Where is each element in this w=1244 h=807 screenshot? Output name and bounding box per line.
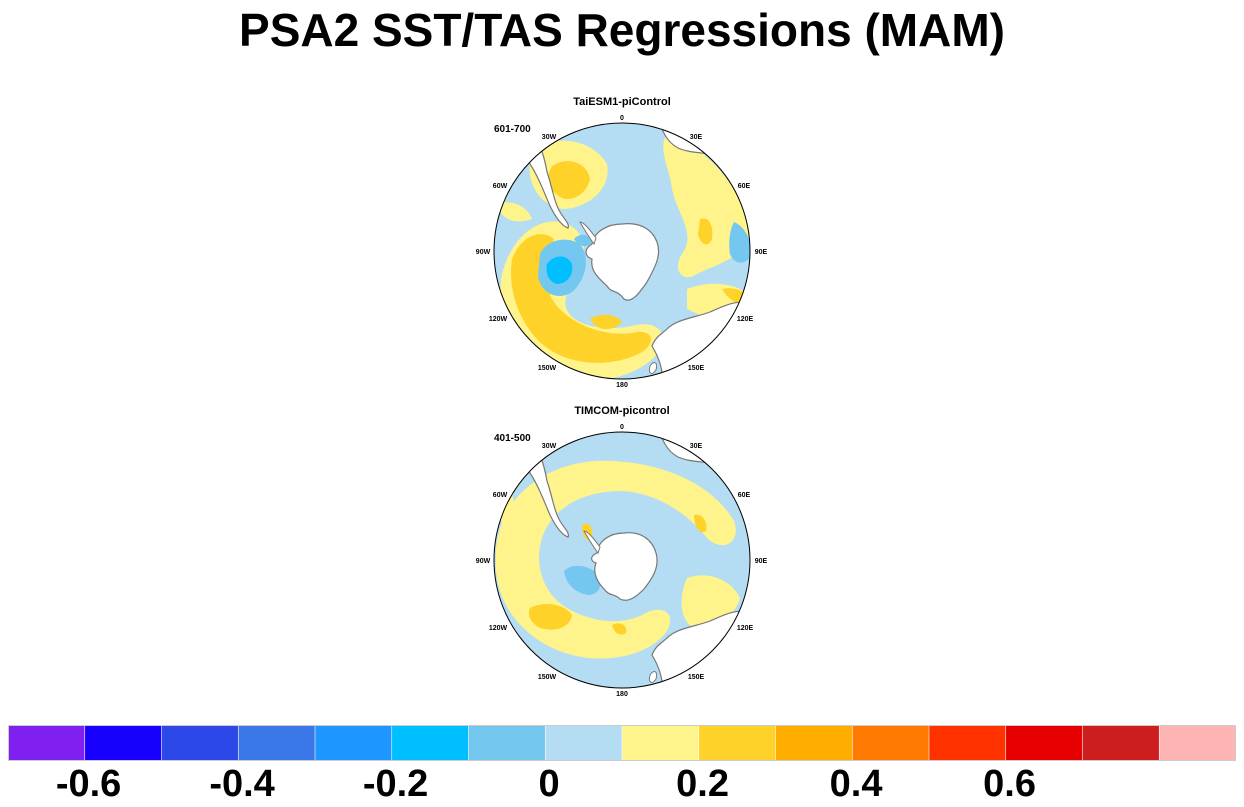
main-title: PSA2 SST/TAS Regressions (MAM) [239,4,1005,56]
lon-label: 60W [493,492,508,499]
map-panel-timcom: TIMCOM-picontrol 401-500 [472,403,772,703]
anomaly-positive [497,202,532,222]
lon-label: 120E [737,625,754,632]
colorbar-border [8,725,1236,761]
colorbar-swatch [1005,725,1083,761]
lon-label: 0 [620,424,624,431]
colorbar-swatch [622,725,700,761]
colorbar-tick-label: 0 [538,763,560,805]
colorbar-swatch [238,725,316,761]
panel-years: 401-500 [494,433,531,444]
polar-map: 0 30E 60E 90E 120E 150E 180 150W 120W 90… [476,115,768,389]
lon-label: 150E [688,365,705,372]
lon-label: 90E [755,558,768,565]
colorbar-tick-label: -0.2 [362,763,429,805]
anomaly-moderate-positive [528,603,572,630]
anomaly-moderate-negative [564,565,601,595]
lon-label: 150W [538,365,557,372]
panel-years: 601-700 [494,124,531,135]
colorbar-swatch [315,725,393,761]
lon-label: 60E [738,492,751,499]
lon-label: 0 [620,115,624,122]
lon-label: 90E [755,249,768,256]
new-zealand [649,671,657,683]
lon-label: 30W [542,443,557,450]
lon-label: 120E [737,316,754,323]
antarctic-peninsula [579,221,597,246]
anomaly-moderate-negative [729,222,750,263]
anomaly-strong-negative [546,256,573,284]
antarctica [591,532,658,601]
lon-label: 30W [542,134,557,141]
anomaly-moderate-positive [548,161,590,200]
anomaly-moderate-positive [694,514,707,533]
anomaly-moderate-positive [590,314,622,330]
lon-label: 120W [489,316,508,323]
colorbar-swatch [1159,725,1236,761]
polar-map: 0 30E 60E 90E 120E 150E 180 150W 120W 90… [476,424,768,698]
anomaly-moderate-positive [612,623,627,635]
colorbar-swatch [852,725,930,761]
colorbar-swatch [391,725,469,761]
colorbar-swatch [545,725,623,761]
lon-label: 90W [476,558,491,565]
colorbar-swatch [698,725,776,761]
colorbar-tick-label: -0.4 [209,763,275,805]
colorbar-tick-label: 0.6 [983,763,1036,805]
lon-label: 90W [476,249,491,256]
anomaly-moderate-positive [698,218,713,245]
lon-label: 60W [493,183,508,190]
lon-label: 60E [738,183,751,190]
panel-title: TaiESM1-piControl [573,96,671,108]
lon-label: 180 [616,382,628,389]
colorbar [8,725,1236,761]
colorbar-tick-label: 0.4 [829,763,883,805]
new-zealand [649,362,657,374]
map-panel-taiesm1: TaiESM1-piControl 601-700 [472,94,772,394]
colorbar-tick-label: 0.2 [676,763,729,805]
lon-label: 120W [489,625,508,632]
antarctic-peninsula [583,530,601,555]
lon-label: 30E [690,134,703,141]
lon-label: 150W [538,674,557,681]
colorbar-swatch [929,725,1007,761]
lon-label: 180 [616,691,628,698]
colorbar-swatch [1082,725,1160,761]
colorbar-swatch [8,725,86,761]
colorbar-swatch [161,725,239,761]
colorbar-tick-label: -0.6 [55,763,122,805]
antarctica [585,223,660,301]
anomaly-moderate-negative [574,234,592,247]
panel-title: TIMCOM-picontrol [574,405,670,417]
colorbar-swatch [468,725,546,761]
lon-label: 30E [690,443,703,450]
lon-label: 150E [688,674,705,681]
colorbar-swatch [84,725,162,761]
colorbar-swatch [775,725,853,761]
